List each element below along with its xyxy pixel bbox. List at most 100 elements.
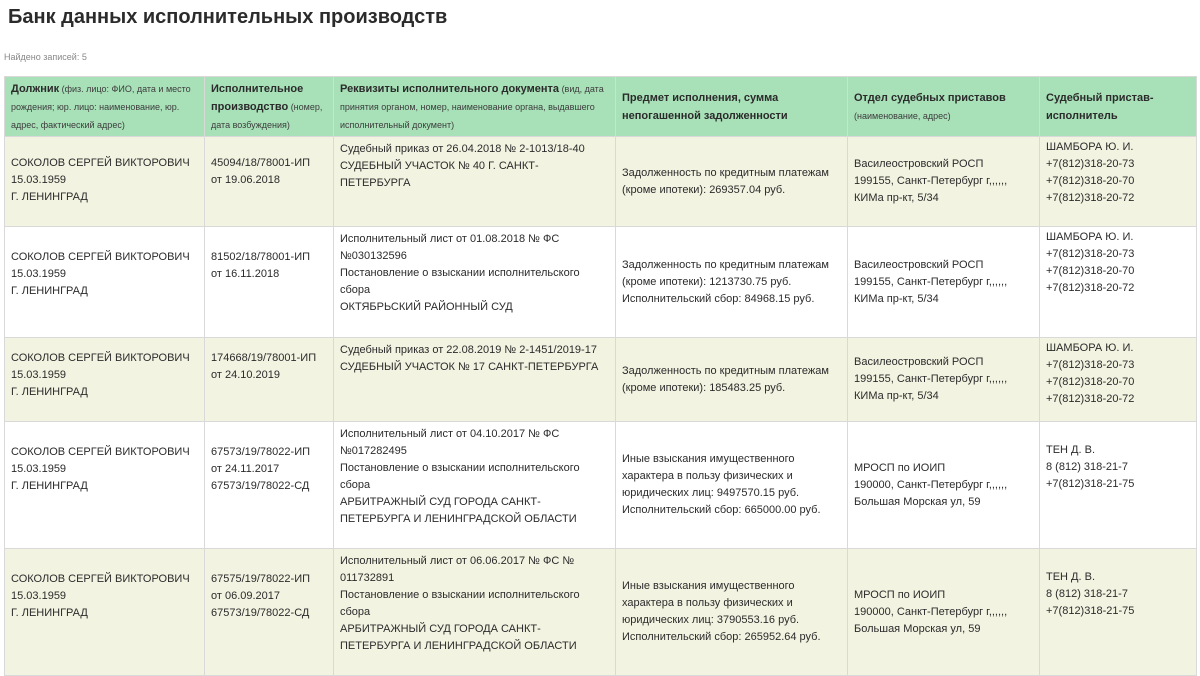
consolidated-proceeding-number: 67573/19/78022-СД — [211, 480, 310, 492]
debtor-name: СОКОЛОВ СЕРГЕЙ ВИКТОРОВИЧ — [11, 157, 190, 169]
document-details: Исполнительный лист от 06.06.2017 № ФС №… — [340, 555, 575, 584]
cell-proceeding: 81502/18/78001-ИП от 16.11.2018 — [204, 226, 334, 338]
department-street: КИМа пр-кт, 5/34 — [854, 292, 939, 305]
bailiff-phone: +7(812)318-21-75 — [1046, 478, 1135, 490]
cell-department: Василеостровский РОСП 199155, Санкт-Пете… — [847, 337, 1040, 422]
cell-proceeding: 67575/19/78022-ИП от 06.09.2017 67573/19… — [204, 548, 334, 676]
table-row: СОКОЛОВ СЕРГЕЙ ВИКТОРОВИЧ 15.03.1959 Г. … — [4, 226, 1197, 338]
cell-proceeding: 67573/19/78022-ИП от 24.11.2017 67573/19… — [204, 421, 334, 549]
proceeding-date: от 06.09.2017 — [211, 590, 281, 602]
bailiff-phone: +7(812)318-20-73 — [1046, 158, 1135, 170]
bailiff-phone: +7(812)318-20-70 — [1046, 175, 1135, 187]
bailiff-name: ТЕН Д. В. — [1046, 571, 1096, 583]
department-street: Большая Морская ул, 59 — [854, 622, 981, 635]
bailiff-name: ШАМБОРА Ю. И. — [1046, 231, 1134, 243]
cell-department: Василеостровский РОСП 199155, Санкт-Пете… — [847, 136, 1040, 227]
proceeding-number: 67575/19/78022-ИП — [211, 573, 310, 585]
department-street: КИМа пр-кт, 5/34 — [854, 390, 939, 402]
department-city: 199155, Санкт-Петербург г,,,,,, — [854, 175, 1008, 187]
subject-fee: Исполнительский сбор: 265952.64 руб. — [622, 631, 821, 643]
debtor-birthdate: 15.03.1959 — [11, 463, 67, 475]
document-details: Судебный приказ от 22.08.2019 № 2-1451/2… — [340, 344, 597, 356]
bailiff-phone: 8 (812) 318-21-7 — [1046, 461, 1128, 473]
cell-department: Василеостровский РОСП 199155, Санкт-Пете… — [847, 226, 1040, 338]
cell-document: Исполнительный лист от 01.08.2018 № ФС №… — [333, 226, 616, 338]
bailiff-phone: 8 (812) 318-21-7 — [1046, 588, 1128, 600]
proceeding-date: от 19.06.2018 — [211, 174, 281, 186]
bailiff-phone: +7(812)318-21-75 — [1046, 605, 1135, 617]
table-row: СОКОЛОВ СЕРГЕЙ ВИКТОРОВИЧ 15.03.1959 Г. … — [4, 421, 1197, 549]
cell-bailiff: ТЕН Д. В. 8 (812) 318-21-7 +7(812)318-21… — [1039, 548, 1197, 676]
subject-fee: Исполнительский сбор: 665000.00 руб. — [622, 504, 821, 516]
page-title: Банк данных исполнительных производств — [8, 6, 448, 28]
cell-proceeding: 174668/19/78001-ИП от 24.10.2019 — [204, 337, 334, 422]
cell-bailiff: ШАМБОРА Ю. И. +7(812)318-20-73 +7(812)31… — [1039, 337, 1197, 422]
cell-subject: Задолженность по кредитным платежам (кро… — [615, 337, 848, 422]
department-street: КИМа пр-кт, 5/34 — [854, 192, 939, 204]
header-document: Реквизиты исполнительного документа (вид… — [333, 76, 616, 137]
debtor-name: СОКОЛОВ СЕРГЕЙ ВИКТОРОВИЧ — [11, 352, 190, 364]
department-city: 190000, Санкт-Петербург г,,,,,, — [854, 605, 1008, 618]
header-bailiff: Судебный пристав-исполнитель — [1039, 76, 1197, 137]
department-city: 199155, Санкт-Петербург г,,,,,, — [854, 275, 1008, 288]
debtor-birthdate: 15.03.1959 — [11, 590, 67, 602]
cell-subject: Иные взыскания имущественного характера … — [615, 548, 848, 676]
debtor-birthdate: 15.03.1959 — [11, 369, 67, 381]
cell-debtor: СОКОЛОВ СЕРГЕЙ ВИКТОРОВИЧ 15.03.1959 Г. … — [4, 421, 205, 549]
cell-bailiff: ШАМБОРА Ю. И. +7(812)318-20-73 +7(812)31… — [1039, 226, 1197, 338]
debtor-birthdate: 15.03.1959 — [11, 268, 67, 280]
table-row: СОКОЛОВ СЕРГЕЙ ВИКТОРОВИЧ 15.03.1959 Г. … — [4, 548, 1197, 676]
cell-document: Исполнительный лист от 04.10.2017 № ФС №… — [333, 421, 616, 549]
header-department: Отдел судебных приставов (наименование, … — [847, 76, 1040, 137]
document-details: Исполнительный лист от 01.08.2018 № ФС №… — [340, 233, 560, 262]
department-name: МРОСП по ИОИП — [854, 588, 946, 601]
document-resolution: Постановление о взыскании исполнительско… — [340, 589, 580, 618]
header-proceeding: Исполнительное производство (номер, дата… — [204, 76, 334, 137]
proceedings-table-container: Должник (физ. лицо: ФИО, дата и место ро… — [4, 76, 1197, 676]
cell-document: Судебный приказ от 22.08.2019 № 2-1451/2… — [333, 337, 616, 422]
cell-debtor: СОКОЛОВ СЕРГЕЙ ВИКТОРОВИЧ 15.03.1959 Г. … — [4, 226, 205, 338]
bailiff-name: ТЕН Д. В. — [1046, 444, 1096, 456]
document-issuer: ОКТЯБРЬСКИЙ РАЙОННЫЙ СУД — [340, 301, 513, 313]
cell-document: Исполнительный лист от 06.06.2017 № ФС №… — [333, 548, 616, 676]
cell-department: МРОСП по ИОИП 190000, Санкт-Петербург г,… — [847, 548, 1040, 676]
cell-subject: Задолженность по кредитным платежам (кро… — [615, 136, 848, 227]
debtor-name: СОКОЛОВ СЕРГЕЙ ВИКТОРОВИЧ — [11, 446, 190, 458]
proceeding-number: 81502/18/78001-ИП — [211, 251, 310, 263]
proceeding-date: от 16.11.2018 — [211, 268, 280, 280]
debtor-birthdate: 15.03.1959 — [11, 174, 67, 186]
cell-department: МРОСП по ИОИП 190000, Санкт-Петербург г,… — [847, 421, 1040, 549]
debtor-birthplace: Г. ЛЕНИНГРАД — [11, 285, 88, 297]
document-resolution: Постановление о взыскании исполнительско… — [340, 462, 580, 491]
cell-bailiff: ШАМБОРА Ю. И. +7(812)318-20-73 +7(812)31… — [1039, 136, 1197, 227]
document-issuer: АРБИТРАЖНЫЙ СУД ГОРОДА САНКТ-ПЕТЕРБУРГА … — [340, 496, 577, 525]
subject-debt: Задолженность по кредитным платежам (кро… — [622, 364, 829, 394]
department-city: 199155, Санкт-Петербург г,,,,,, — [854, 373, 1008, 385]
proceeding-date: от 24.11.2017 — [211, 463, 280, 475]
document-issuer: СУДЕБНЫЙ УЧАСТОК № 40 Г. САНКТ-ПЕТЕРБУРГ… — [340, 160, 539, 189]
document-resolution: Постановление о взыскании исполнительско… — [340, 267, 580, 296]
cell-debtor: СОКОЛОВ СЕРГЕЙ ВИКТОРОВИЧ 15.03.1959 Г. … — [4, 337, 205, 422]
subject-debt: Иные взыскания имущественного характера … — [622, 453, 800, 499]
cell-document: Судебный приказ от 26.04.2018 № 2-1013/1… — [333, 136, 616, 227]
debtor-name: СОКОЛОВ СЕРГЕЙ ВИКТОРОВИЧ — [11, 251, 190, 263]
bailiff-phone: +7(812)318-20-72 — [1046, 192, 1135, 204]
cell-proceeding: 45094/18/78001-ИП от 19.06.2018 — [204, 136, 334, 227]
debtor-birthplace: Г. ЛЕНИНГРАД — [11, 191, 88, 203]
bailiff-name: ШАМБОРА Ю. И. — [1046, 342, 1134, 354]
records-count: Найдено записей: 5 — [4, 52, 87, 62]
bailiff-phone: +7(812)318-20-72 — [1046, 393, 1135, 405]
proceeding-number: 174668/19/78001-ИП — [211, 352, 317, 364]
document-details: Исполнительный лист от 04.10.2017 № ФС №… — [340, 428, 560, 457]
department-name: МРОСП по ИОИП — [854, 461, 946, 474]
bailiff-name: ШАМБОРА Ю. И. — [1046, 141, 1134, 153]
header-subject: Предмет исполнения, сумма непогашенной з… — [615, 76, 848, 137]
proceedings-table: Должник (физ. лицо: ФИО, дата и место ро… — [4, 76, 1197, 676]
bailiff-phone: +7(812)318-20-72 — [1046, 282, 1135, 294]
subject-debt: Иные взыскания имущественного характера … — [622, 580, 800, 626]
subject-debt: Задолженность по кредитным платежам (кро… — [622, 166, 829, 196]
debtor-name: СОКОЛОВ СЕРГЕЙ ВИКТОРОВИЧ — [11, 573, 190, 585]
proceeding-number: 67573/19/78022-ИП — [211, 446, 310, 458]
bailiff-phone: +7(812)318-20-73 — [1046, 248, 1135, 260]
table-header-row: Должник (физ. лицо: ФИО, дата и место ро… — [4, 76, 1197, 137]
